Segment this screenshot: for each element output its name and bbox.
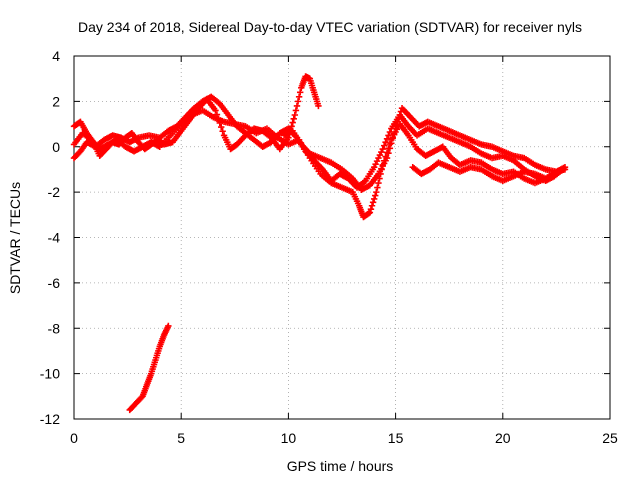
data-point [386, 145, 394, 152]
data-point [374, 184, 381, 191]
data-point [382, 139, 389, 146]
data-point [315, 102, 322, 110]
data-point [372, 192, 379, 199]
series-track-d [280, 104, 569, 194]
y-tick-label: 0 [52, 139, 60, 155]
axis-ticks [73, 55, 611, 420]
data-point [393, 121, 400, 129]
data-point [295, 93, 303, 101]
data-point [293, 102, 301, 110]
series-track-c [70, 107, 569, 221]
y-tick-label: -6 [48, 275, 61, 291]
data-point [366, 209, 374, 216]
x-axis-label: GPS time / hours [287, 458, 394, 474]
data-point [289, 119, 296, 126]
data-point [389, 135, 396, 142]
series-track-f [126, 322, 172, 414]
data-point [383, 154, 391, 162]
data-point [553, 170, 560, 178]
data-points [70, 73, 569, 414]
data-point [388, 140, 395, 147]
data-point [385, 132, 392, 139]
data-point [291, 111, 299, 119]
y-tick-label: 4 [52, 48, 60, 64]
data-point [212, 107, 219, 114]
y-tick-label: -2 [48, 184, 61, 200]
x-tick-labels: 0 5 10 15 20 25 [70, 430, 618, 446]
data-point [375, 179, 382, 187]
data-point [369, 199, 377, 206]
x-tick-label: 25 [602, 430, 618, 446]
y-tick-label: -8 [48, 320, 61, 336]
y-tick-label: -12 [40, 411, 60, 427]
x-tick-label: 0 [70, 430, 78, 446]
y-tick-label: -4 [48, 230, 61, 246]
y-tick-labels: 4 2 0 -2 -4 -6 -8 -10 -12 [40, 48, 60, 427]
data-point [219, 128, 226, 135]
data-point [290, 115, 297, 122]
data-point [218, 123, 225, 131]
chart-title: Day 234 of 2018, Sidereal Day-to-day VTE… [78, 19, 582, 35]
x-tick-label: 10 [281, 430, 297, 446]
x-tick-label: 5 [177, 430, 185, 446]
data-point [561, 166, 569, 173]
data-point [165, 322, 172, 330]
y-tick-label: 2 [52, 93, 60, 109]
x-tick-label: 15 [388, 430, 404, 446]
data-point [294, 98, 302, 105]
data-point [386, 128, 394, 136]
data-point [380, 142, 388, 149]
data-point [370, 195, 378, 203]
data-point [296, 89, 304, 96]
data-point [395, 115, 403, 122]
series-track-e [409, 159, 560, 184]
x-tick-label: 20 [495, 430, 511, 446]
data-point [392, 125, 399, 132]
data-point [373, 188, 380, 196]
data-point [368, 202, 376, 209]
data-point [396, 111, 404, 119]
data-point [390, 130, 398, 137]
y-axis-label: SDTVAR / TECUs [7, 182, 23, 294]
data-point [367, 205, 375, 213]
data-point [379, 145, 386, 153]
data-point [383, 135, 391, 143]
data-point [385, 149, 392, 157]
y-tick-label: -10 [40, 366, 60, 382]
data-point [394, 118, 401, 125]
data-point [292, 107, 300, 114]
